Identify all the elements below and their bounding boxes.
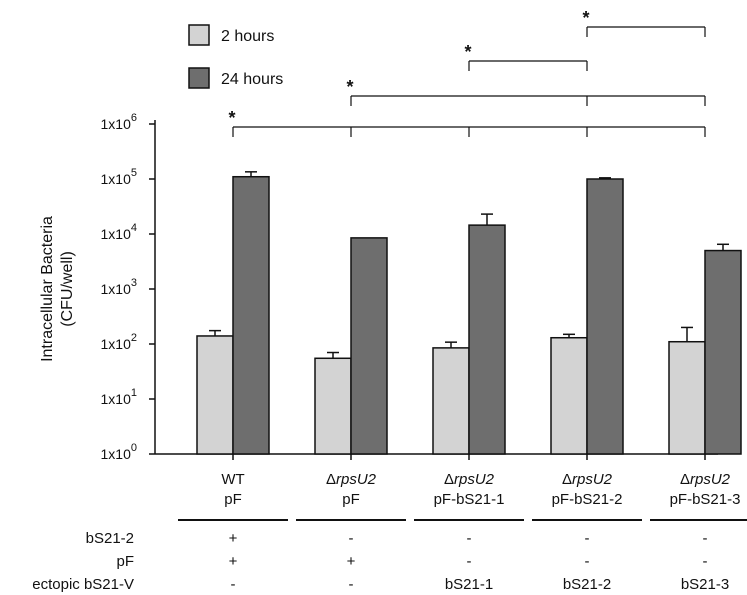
- bar-2h: [669, 342, 705, 454]
- category-label-line2: pF: [224, 491, 242, 508]
- bar-2h: [551, 338, 587, 454]
- category-label-line2: pF: [342, 491, 360, 508]
- category-label-line1: WT: [221, 471, 244, 488]
- category-label-line1: ΔrpsU2: [326, 471, 377, 488]
- bar-24h: [587, 179, 623, 454]
- legend-swatch: [189, 68, 209, 88]
- y-tick-label: 1x102: [101, 332, 137, 352]
- table-cell: -: [467, 553, 472, 570]
- y-axis-label: Intracellular Bacteria (CFU/well): [39, 216, 76, 362]
- category-label-line1: ΔrpsU2: [680, 471, 731, 488]
- y-tick-label: 1x104: [101, 222, 137, 242]
- y-tick-label: 1x105: [101, 167, 137, 187]
- table-cell: bS21-3: [681, 576, 729, 593]
- significance-star: *: [464, 42, 471, 62]
- category-label-line1: ΔrpsU2: [562, 471, 613, 488]
- category-label-line1: ΔrpsU2: [444, 471, 495, 488]
- legend-swatch: [189, 25, 209, 45]
- bar-2h: [315, 358, 351, 454]
- y-tick-label: 1x103: [101, 277, 137, 297]
- table-cell: -: [231, 576, 236, 593]
- significance-star: *: [228, 108, 235, 128]
- significance-star: *: [346, 77, 353, 97]
- table-cell: bS21-2: [563, 576, 611, 593]
- table-cell: -: [703, 553, 708, 570]
- table-row-label: pF: [116, 553, 134, 570]
- significance-star: *: [582, 8, 589, 28]
- legend-label: 2 hours: [221, 28, 274, 45]
- y-tick-label: 1x101: [101, 387, 137, 407]
- bar-24h: [705, 251, 741, 454]
- y-tick-label: 1x106: [101, 112, 137, 132]
- table-cell: -: [349, 530, 354, 547]
- table-cell: -: [585, 553, 590, 570]
- bar-2h: [197, 336, 233, 454]
- y-tick-label: 1x100: [101, 442, 137, 462]
- table-cell: +: [229, 530, 238, 547]
- table-cell: +: [229, 553, 238, 570]
- bar-2h: [433, 348, 469, 454]
- table-cell: +: [347, 553, 356, 570]
- table-cell: bS21-1: [445, 576, 493, 593]
- table-cell: -: [467, 530, 472, 547]
- table-row-label: ectopic bS21-V: [32, 576, 134, 593]
- table-cell: -: [703, 530, 708, 547]
- bar-24h: [351, 238, 387, 454]
- bar-24h: [469, 225, 505, 454]
- category-label-line2: pF-bS21-1: [434, 491, 505, 508]
- table-cell: -: [585, 530, 590, 547]
- category-label-line2: pF-bS21-3: [670, 491, 741, 508]
- bar-24h: [233, 177, 269, 454]
- table-row-label: bS21-2: [86, 530, 134, 547]
- category-label-line2: pF-bS21-2: [552, 491, 623, 508]
- table-cell: -: [349, 576, 354, 593]
- legend-label: 24 hours: [221, 71, 283, 88]
